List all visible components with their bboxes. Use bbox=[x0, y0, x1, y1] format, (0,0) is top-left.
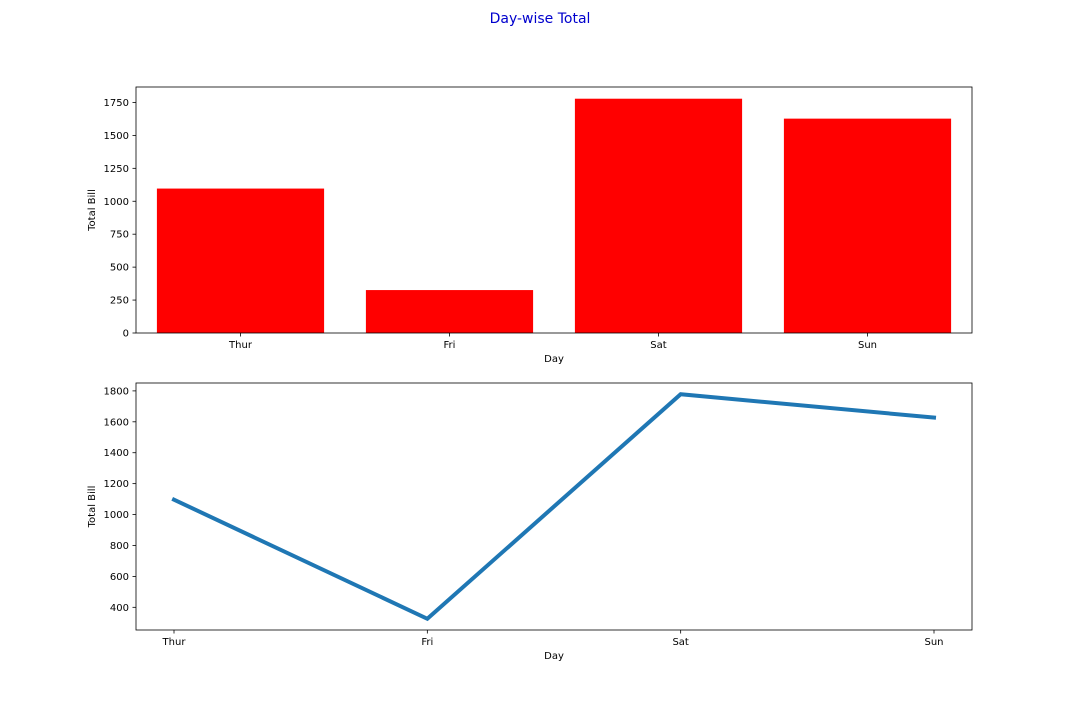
y-tick-label: 1750 bbox=[104, 98, 129, 109]
bar-sun bbox=[783, 118, 952, 333]
y-tick-label: 1400 bbox=[104, 448, 129, 459]
x-axis-label: Day bbox=[544, 354, 564, 365]
x-tick-label-fri: Fri bbox=[421, 637, 433, 648]
y-tick-label: 1500 bbox=[104, 131, 129, 142]
y-axis-label: Total Bill bbox=[87, 486, 98, 529]
figure-title: Day-wise Total bbox=[489, 11, 591, 27]
x-tick-label-sat: Sat bbox=[650, 340, 666, 351]
series-line-total-bill bbox=[171, 392, 937, 622]
bar-chart: 0 250 500 750 1000 1250 1500 1750 Thur Fri Sat Sun D… bbox=[87, 86, 973, 365]
y-tick-label: 1000 bbox=[104, 197, 129, 208]
y-tick-label: 800 bbox=[110, 541, 129, 552]
y-tick-label: 600 bbox=[110, 572, 129, 583]
y-tick-label: 1250 bbox=[104, 164, 129, 175]
y-tick-label: 250 bbox=[110, 296, 129, 307]
line-chart-frame bbox=[135, 382, 973, 631]
x-tick-label-thur: Thur bbox=[162, 637, 187, 648]
y-tick-label: 0 bbox=[123, 329, 129, 340]
x-tick-label-sun: Sun bbox=[858, 340, 877, 351]
y-axis-label: Total Bill bbox=[87, 189, 98, 232]
y-tick-label: 750 bbox=[110, 230, 129, 241]
y-tick-label: 1200 bbox=[104, 479, 129, 490]
y-tick-label: 400 bbox=[110, 603, 129, 614]
y-tick-label: 1800 bbox=[104, 386, 129, 397]
y-tick-label: 500 bbox=[110, 263, 129, 274]
x-axis-label: Day bbox=[544, 651, 564, 662]
x-tick-label-sat: Sat bbox=[672, 637, 688, 648]
bar-fri bbox=[365, 290, 534, 333]
line-chart: 400 600 800 1000 1200 1400 1600 1800 Thur Fri Sat S… bbox=[87, 382, 973, 662]
y-tick-label: 1600 bbox=[104, 417, 129, 428]
bar-sat bbox=[574, 98, 743, 333]
y-tick-label: 1000 bbox=[104, 510, 129, 521]
x-tick-label-fri: Fri bbox=[444, 340, 456, 351]
x-tick-label-thur: Thur bbox=[228, 340, 253, 351]
x-tick-label-sun: Sun bbox=[924, 637, 943, 648]
bar-chart-frame bbox=[135, 86, 973, 334]
bar-thur bbox=[156, 188, 325, 333]
